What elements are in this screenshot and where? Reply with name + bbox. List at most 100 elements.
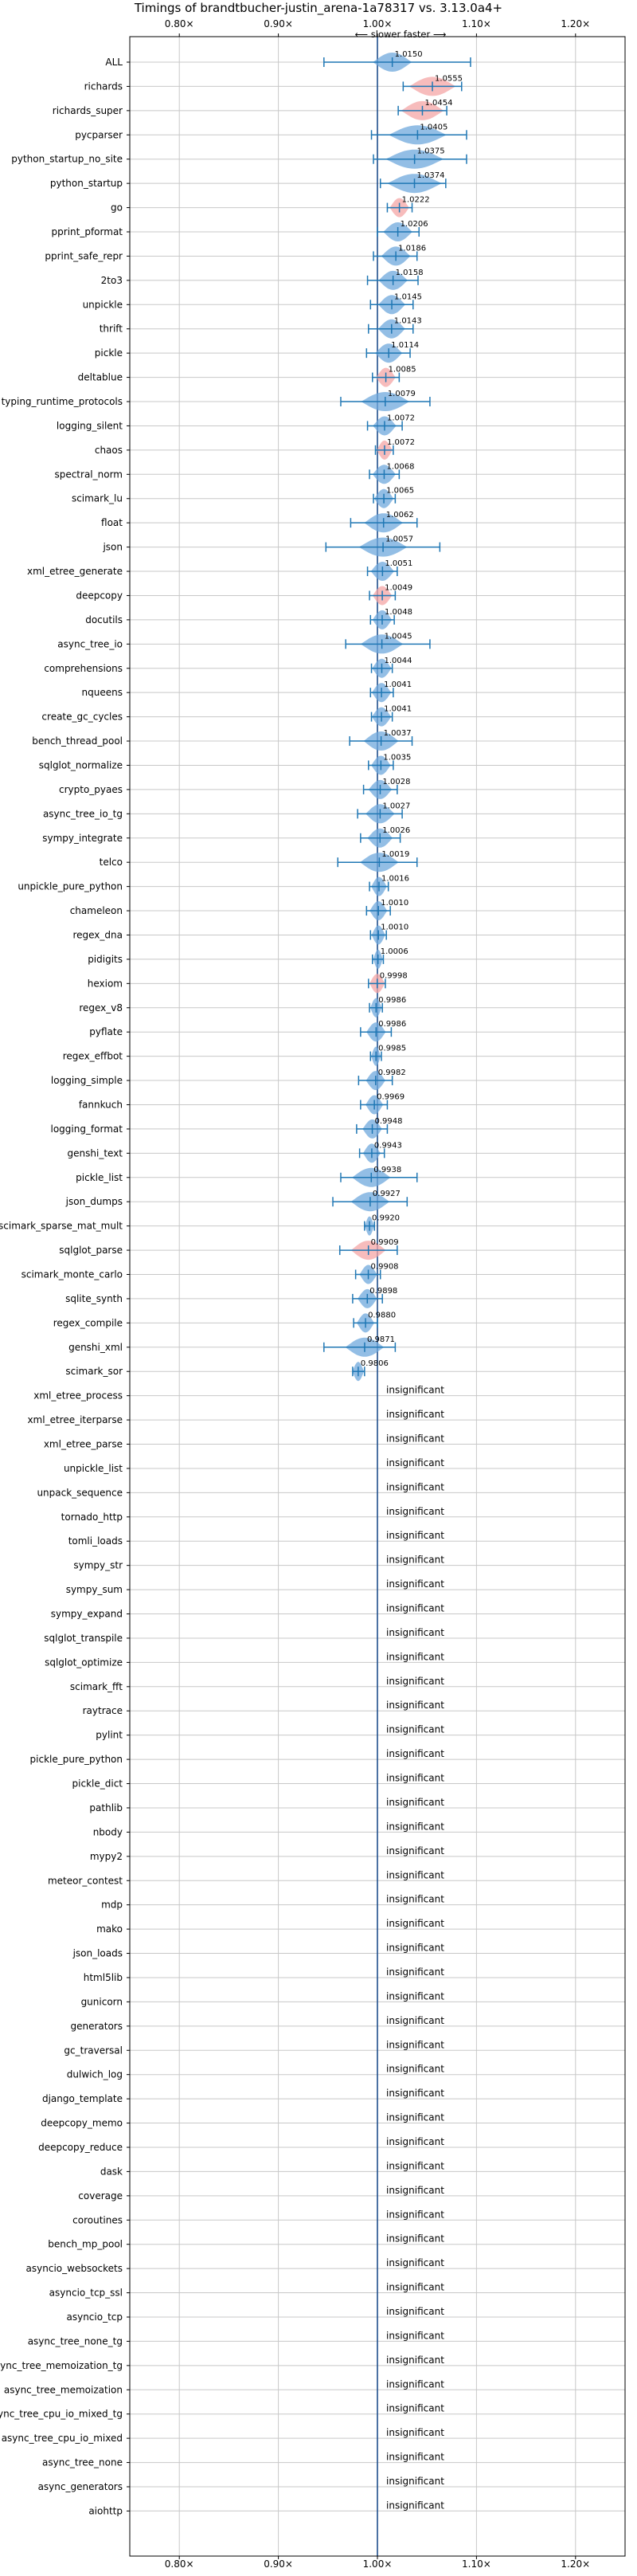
category-label: unpack_sequence [37, 1487, 123, 1498]
value-label: 1.0145 [394, 292, 422, 301]
category-label: async_tree_memoization [4, 2384, 123, 2395]
x-tick-label-bottom: 0.90× [264, 2558, 293, 2570]
insignificant-label: insignificant [386, 2185, 444, 2196]
category-label: pathlib [89, 1802, 123, 1813]
category-label: json_loads [72, 1948, 123, 1959]
insignificant-label: insignificant [386, 1676, 444, 1687]
insignificant-label: insignificant [386, 2209, 444, 2220]
category-label: scimark_monte_carlo [21, 1269, 123, 1280]
category-label: regex_effbot [63, 1051, 123, 1062]
category-label: async_tree_io [57, 638, 123, 649]
category-label: generators [70, 2021, 123, 2032]
value-label: 0.9927 [373, 1190, 401, 1198]
category-label: create_gc_cycles [41, 712, 123, 723]
value-label: 0.9986 [378, 1020, 406, 1029]
value-label: 1.0150 [395, 50, 423, 59]
category-label: async_tree_io_tg [43, 808, 123, 819]
x-axis-ticks: 0.80× 0.80× 0.90× 0.90× 1.00× 1.00× 1.10× 1.10×… [127, 18, 590, 2570]
insignificant-label: insignificant [386, 2233, 444, 2245]
category-label: 2to3 [101, 275, 123, 286]
x-tick-label-top: 1.10× [462, 18, 491, 29]
category-label: coverage [78, 2190, 123, 2202]
value-label: 1.0114 [391, 341, 419, 350]
value-label: 1.0048 [385, 608, 412, 617]
category-label: sqlglot_normalize [39, 759, 123, 770]
insignificant-label: insignificant [386, 2354, 444, 2366]
category-label: float [101, 517, 123, 528]
category-label: regex_compile [53, 1317, 123, 1328]
insignificant-label: insignificant [386, 1433, 444, 1445]
value-label: 1.0206 [401, 220, 428, 229]
category-label: logging_simple [51, 1075, 123, 1086]
category-label: json [102, 542, 123, 553]
value-label: 0.9985 [378, 1045, 406, 1053]
category-label: hexiom [88, 978, 123, 989]
insignificant-label: insignificant [386, 1894, 444, 1905]
insignificant-label: insignificant [386, 1943, 444, 1954]
value-label: 0.9986 [378, 996, 406, 1005]
category-label: sqlglot_transpile [44, 1633, 123, 1644]
insignificant-label: insignificant [386, 2403, 444, 2414]
insignificant-label: insignificant [386, 1409, 444, 1420]
insignificant-label: insignificant [386, 1773, 444, 1784]
value-label: 1.0010 [381, 923, 408, 931]
insignificant-label: insignificant [386, 2452, 444, 2463]
category-label: xml_etree_parse [44, 1439, 123, 1450]
insignificant-label: insignificant [386, 2088, 444, 2099]
value-label: 1.0044 [384, 657, 412, 665]
category-label: deepcopy [76, 590, 123, 601]
insignificant-label: insignificant [386, 2500, 444, 2511]
insignificant-label: insignificant [386, 1845, 444, 1857]
insignificant-label: insignificant [386, 1578, 444, 1590]
x-tick-label-bottom: 1.00× [363, 2558, 393, 2570]
category-label: sqlite_synth [65, 1293, 123, 1304]
category-label: mdp [101, 1900, 123, 1911]
insignificant-label: insignificant [386, 2330, 444, 2341]
category-label: mako [96, 1923, 123, 1935]
category-label: json_dumps [65, 1196, 123, 1207]
insignificant-label: insignificant [386, 1821, 444, 1832]
value-label: 1.0068 [386, 462, 414, 471]
x-tick-label-top: 1.00× [363, 18, 393, 29]
value-label: 1.0072 [387, 414, 415, 422]
insignificant-label: insignificant [386, 1990, 444, 2002]
insignificant-label: insignificant [386, 1966, 444, 1978]
category-label: deepcopy_reduce [38, 2142, 123, 2153]
category-label: xml_etree_process [33, 1390, 123, 1402]
insignificant-label: insignificant [386, 1748, 444, 1759]
category-label: genshi_text [68, 1147, 123, 1159]
category-label: scimark_sor [65, 1366, 123, 1377]
insignificant-label: insignificant [386, 1797, 444, 1808]
value-label: 0.9969 [377, 1092, 404, 1101]
value-label: 1.0555 [435, 74, 463, 83]
value-label: 0.9998 [380, 971, 408, 980]
value-label: 1.0051 [385, 559, 412, 568]
category-label: scimark_lu [72, 493, 123, 504]
insignificant-label: insignificant [386, 2064, 444, 2075]
value-label: 0.9982 [378, 1068, 406, 1077]
category-label: asyncio_websockets [26, 2263, 123, 2274]
category-label: xml_etree_generate [27, 566, 123, 577]
category-label: richards_super [53, 105, 123, 116]
value-label: 1.0010 [381, 899, 408, 908]
category-label: gc_traversal [64, 2045, 123, 2056]
insignificant-label: insignificant [386, 2427, 444, 2438]
insignificant-label: insignificant [386, 1724, 444, 1735]
insignificant-label: insignificant [386, 2378, 444, 2390]
category-label: genshi_xml [68, 1342, 123, 1353]
value-label: 0.9806 [361, 1359, 389, 1368]
category-label: pickle_list [76, 1172, 123, 1183]
value-label: 1.0085 [389, 366, 416, 374]
category-label: bench_thread_pool [32, 735, 123, 747]
category-label: pprint_safe_repr [45, 250, 123, 261]
category-label: dask [100, 2166, 123, 2177]
category-label: python_startup [50, 178, 123, 189]
category-label: dulwich_log [67, 2069, 123, 2080]
category-label: scimark_sparse_mat_mult [0, 1221, 123, 1232]
value-label: 1.0035 [383, 753, 411, 762]
category-label: fannkuch [79, 1099, 123, 1110]
category-label: crypto_pyaes [59, 784, 123, 795]
value-label: 1.0027 [382, 802, 410, 810]
insignificant-label: insignificant [386, 1481, 444, 1492]
value-label: 1.0222 [402, 196, 430, 205]
